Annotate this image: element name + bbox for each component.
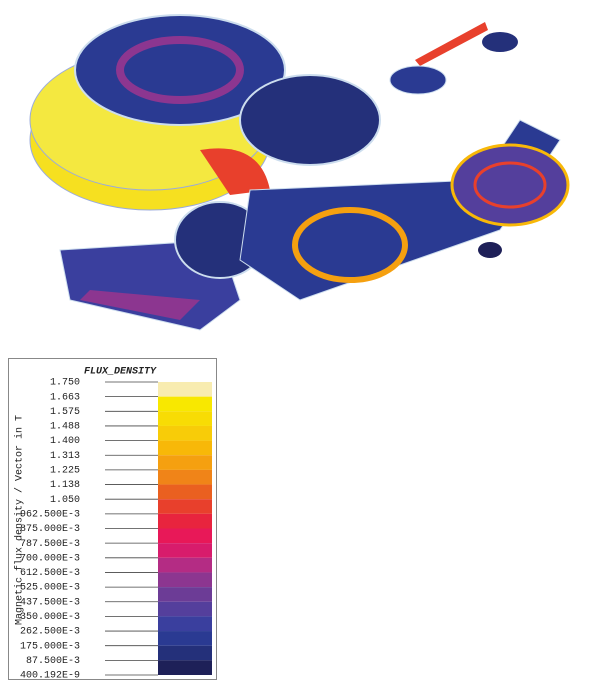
gear xyxy=(240,75,380,165)
tick-label: 962.500E-3 xyxy=(20,509,80,520)
color-swatch xyxy=(158,543,212,558)
tick-label: 1.050 xyxy=(50,495,80,506)
color-swatch xyxy=(158,470,212,485)
color-swatch xyxy=(158,558,212,573)
tick-label: 1.663 xyxy=(50,392,80,403)
color-swatch xyxy=(158,602,212,617)
tick-label: 700.000E-3 xyxy=(20,553,80,564)
tick-label: 175.000E-3 xyxy=(20,641,80,652)
hairspring xyxy=(452,145,568,225)
tick-label: 1.313 xyxy=(50,451,80,462)
color-swatch xyxy=(158,382,212,397)
color-swatch xyxy=(158,572,212,587)
tick-label: 400.192E-9 xyxy=(20,671,80,682)
page: FLUX_DENSITY Magnetic flux density / Vec… xyxy=(0,0,606,682)
washer xyxy=(390,66,446,94)
tick-label: 1.750 xyxy=(50,378,80,389)
tick-label: 875.000E-3 xyxy=(20,524,80,535)
tick-label: 525.000E-3 xyxy=(20,583,80,594)
color-swatch xyxy=(158,646,212,661)
screw xyxy=(478,242,502,258)
color-swatch xyxy=(158,514,212,529)
color-swatch xyxy=(158,660,212,675)
color-swatch xyxy=(158,455,212,470)
tick-label: 350.000E-3 xyxy=(20,612,80,623)
tick-label: 1.225 xyxy=(50,466,80,477)
color-swatch xyxy=(158,441,212,456)
tick-label: 612.500E-3 xyxy=(20,568,80,579)
color-swatch xyxy=(158,397,212,412)
color-swatch xyxy=(158,631,212,646)
color-swatch xyxy=(158,587,212,602)
color-swatch xyxy=(158,485,212,500)
tick-label: 1.400 xyxy=(50,436,80,447)
color-swatch xyxy=(158,529,212,544)
tick-label: 787.500E-3 xyxy=(20,539,80,550)
tick-label: 437.500E-3 xyxy=(20,597,80,608)
color-swatch xyxy=(158,616,212,631)
tick-label: 1.488 xyxy=(50,422,80,433)
tick-label: 1.138 xyxy=(50,480,80,491)
screw xyxy=(482,32,518,52)
color-swatch xyxy=(158,426,212,441)
lever xyxy=(415,22,488,66)
color-swatch xyxy=(158,411,212,426)
legend-title: FLUX_DENSITY xyxy=(84,367,157,378)
color-swatch xyxy=(158,499,212,514)
tick-label: 262.500E-3 xyxy=(20,627,80,638)
tick-label: 87.500E-3 xyxy=(26,656,80,667)
tick-label: 1.575 xyxy=(50,407,80,418)
simulation-render xyxy=(30,15,568,330)
